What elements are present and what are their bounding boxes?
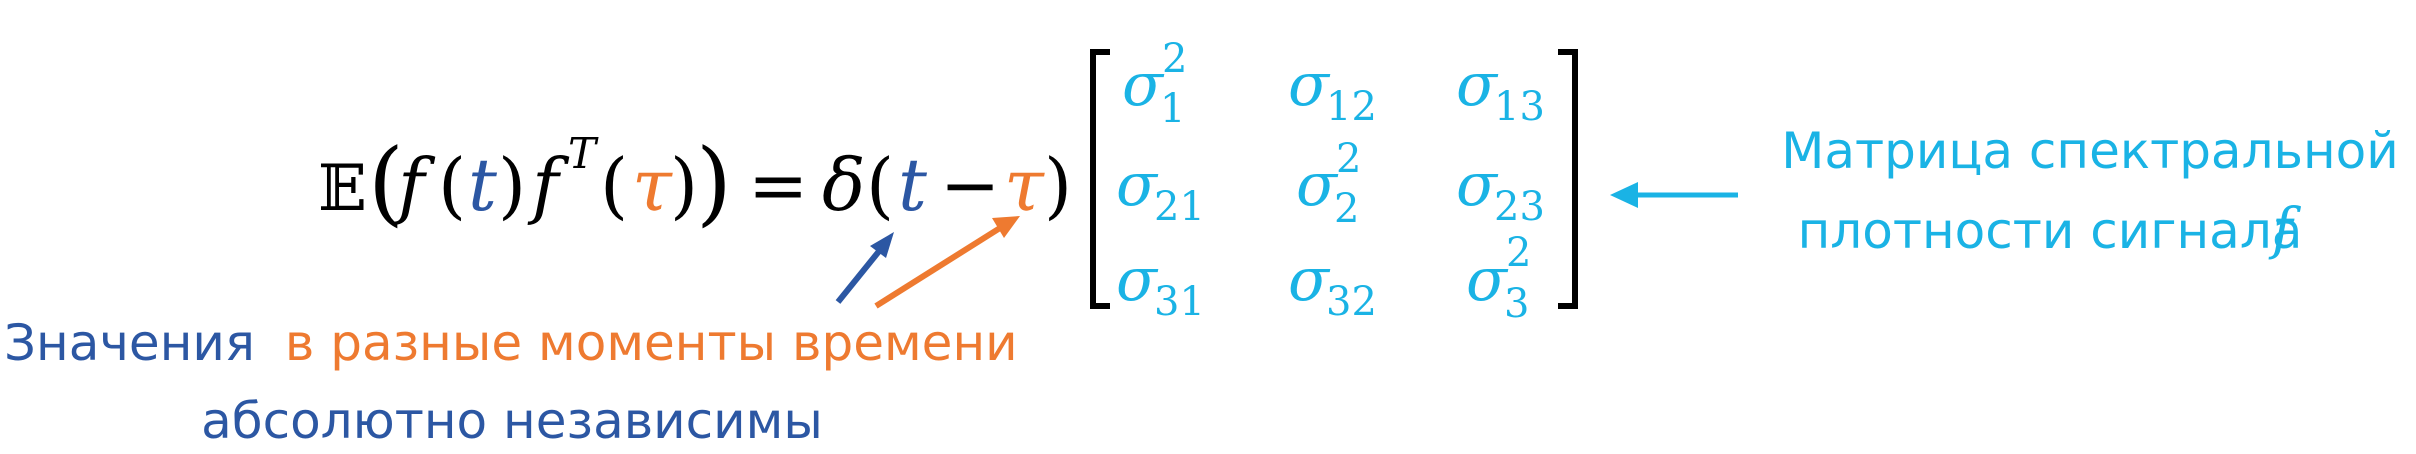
- independence-label-line1: Значения в разные моменты времени: [4, 314, 1018, 372]
- label-times-part: в разные моменты времени: [285, 314, 1018, 372]
- sigma-superscript: 2: [1162, 36, 1187, 82]
- sigma-subscript: 13: [1494, 84, 1545, 130]
- close-big-paren: ): [696, 129, 732, 236]
- matrix-left-bracket: [1090, 49, 1110, 309]
- left-paren-1: (: [438, 143, 466, 227]
- time-t-1: t: [468, 143, 498, 227]
- sigma-subscript: 12: [1326, 84, 1377, 130]
- right-paren-1: ): [498, 143, 526, 227]
- sigma-subscript: 2: [1334, 186, 1359, 232]
- arrow-to-tau: [874, 216, 1020, 309]
- label-values-part: Значения: [4, 314, 255, 372]
- sigma-symbol: σ: [1288, 50, 1331, 120]
- time-t-2: t: [898, 143, 928, 227]
- time-tau-2: τ: [1004, 143, 1045, 227]
- delta-function: δ: [822, 143, 865, 227]
- sigma-symbol: σ: [1122, 50, 1165, 120]
- transpose-superscript: T: [568, 129, 599, 178]
- sigma-symbol: σ: [1116, 150, 1159, 220]
- right-arrow: [1610, 182, 1738, 208]
- sigma-subscript: 3: [1504, 281, 1529, 327]
- sigma-subscript: 31: [1154, 279, 1205, 325]
- independence-label-line2: абсолютно независимы: [201, 392, 823, 450]
- left-paren-2: (: [600, 143, 628, 227]
- f-function-2: f: [527, 143, 570, 227]
- matrix-entries: σ 1 2 σ 12 σ 13 σ 21 σ 2 2 σ 23 σ 31: [1116, 36, 1545, 327]
- sigma-subscript: 1: [1160, 86, 1185, 132]
- sigma-symbol: σ: [1288, 245, 1331, 315]
- sigma-subscript: 23: [1494, 184, 1545, 230]
- matrix-cell-2-2: σ 2 2: [1296, 136, 1361, 232]
- matrix-cell-3-3: σ 3 2: [1466, 230, 1531, 327]
- open-big-paren: (: [368, 129, 404, 236]
- sigma-symbol: σ: [1296, 150, 1339, 220]
- left-paren-3: (: [866, 143, 894, 227]
- matrix-cell-3-1: σ 31: [1116, 245, 1205, 325]
- equals-sign: =: [748, 143, 808, 227]
- sigma-symbol: σ: [1456, 50, 1499, 120]
- time-tau-1: τ: [632, 143, 673, 227]
- matrix-cell-2-3: σ 23: [1456, 150, 1545, 230]
- matrix-cell-3-2: σ 32: [1288, 245, 1377, 325]
- spectral-density-label-line1: Матрица спектральной: [1781, 122, 2399, 180]
- sigma-symbol: σ: [1466, 245, 1509, 315]
- matrix-cell-1-1: σ 1 2: [1122, 36, 1187, 132]
- arrow-to-t: [835, 232, 894, 304]
- sigma-superscript: 2: [1506, 230, 1531, 276]
- sigma-symbol: σ: [1116, 245, 1159, 315]
- f-function-1: f: [393, 143, 436, 227]
- sigma-subscript: 21: [1154, 184, 1205, 230]
- matrix-cell-2-1: σ 21: [1116, 150, 1205, 230]
- sigma-symbol: σ: [1456, 150, 1499, 220]
- minus-sign: −: [940, 143, 1000, 227]
- right-paren-2: ): [670, 143, 698, 227]
- expectation-symbol: 𝔼: [318, 152, 367, 226]
- spectral-density-label-line2: плотности сигнала: [1798, 202, 2303, 260]
- matrix-cell-1-3: σ 13: [1456, 50, 1545, 130]
- matrix-cell-1-2: σ 12: [1288, 50, 1377, 130]
- right-paren-3: ): [1044, 143, 1072, 227]
- sigma-superscript: 2: [1336, 136, 1361, 182]
- sigma-subscript: 32: [1326, 279, 1377, 325]
- matrix-right-bracket: [1558, 49, 1578, 309]
